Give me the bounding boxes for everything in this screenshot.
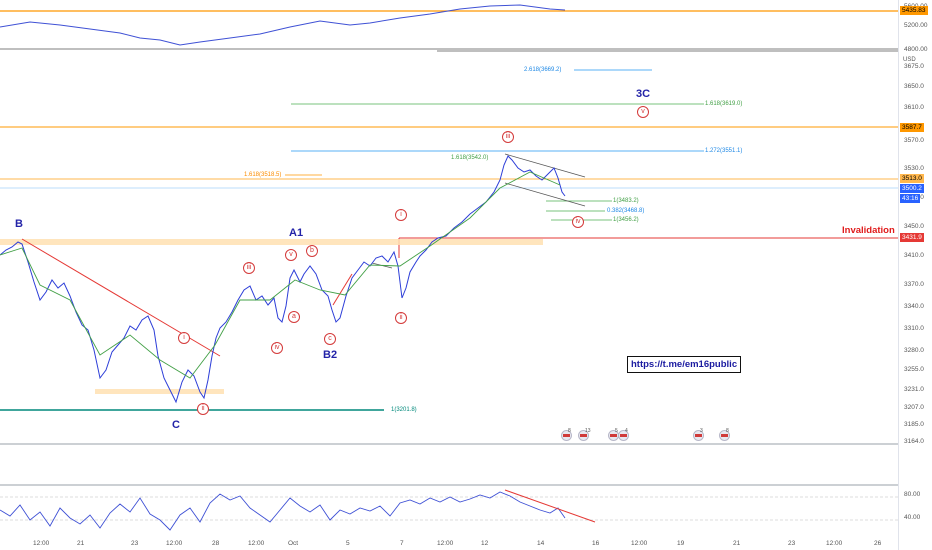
orange-zone-lower <box>95 389 224 394</box>
price-tick: 3255.0 <box>904 366 924 373</box>
time-tick: 16 <box>592 540 600 547</box>
time-tick: 23 <box>131 540 139 547</box>
price-tick: 3164.0 <box>904 438 924 445</box>
price-tick: 3207.0 <box>904 404 924 411</box>
wave-label-B2: B2 <box>323 349 338 361</box>
wave-label-3C: 3C <box>636 88 651 100</box>
event-marker-4[interactable] <box>618 430 629 441</box>
subwave-iv-left: iv <box>271 342 283 354</box>
rsi-line <box>0 491 566 531</box>
time-tick: 7 <box>400 540 404 547</box>
price-label-3587: 3587.7 <box>900 123 924 132</box>
time-tick: 14 <box>537 540 545 547</box>
price-tick: 3280.0 <box>904 347 924 354</box>
time-tick: 12:00 <box>437 540 454 547</box>
time-tick: 26 <box>874 540 882 547</box>
event-count-2: 13 <box>585 428 591 434</box>
time-tick: 12:00 <box>826 540 843 547</box>
wave-label-B: B <box>15 218 23 230</box>
rsi-tick: 80.00 <box>904 491 921 498</box>
rsi-trend-line <box>504 489 596 523</box>
event-count-6: 8 <box>726 428 729 434</box>
event-marker-6[interactable] <box>719 430 730 441</box>
fib-label-3456: 1(3456.2) <box>613 217 639 223</box>
time-tick: 21 <box>733 540 741 547</box>
event-marker-2[interactable] <box>578 430 589 441</box>
currency-label: USD <box>903 57 916 63</box>
price-chart[interactable] <box>0 0 898 550</box>
fib-label-1618-top: 1.618(3619.0) <box>705 101 743 107</box>
price-tick: 3410.0 <box>904 252 924 259</box>
time-tick: 21 <box>77 540 85 547</box>
countdown-label: 43:16 <box>900 194 921 203</box>
event-count-5: 3 <box>700 428 703 434</box>
fib-label-1272: 1.272(3551.1) <box>705 148 743 154</box>
price-label-top: 5435.83 <box>900 6 928 15</box>
top-pane-tick: 4800.00 <box>904 46 928 53</box>
subwave-c: c <box>324 333 336 345</box>
subwave-iii-left: iii <box>243 262 255 274</box>
rsi-tick: 40.00 <box>904 514 921 521</box>
price-tick: 3570.0 <box>904 137 924 144</box>
event-marker-1[interactable] <box>561 430 572 441</box>
moving-average <box>0 171 561 379</box>
price-tick: 3231.0 <box>904 386 924 393</box>
channel-lower <box>504 182 586 207</box>
event-count-3: 5 <box>615 428 618 434</box>
price-tick: 3185.0 <box>904 421 924 428</box>
price-tick: 3340.0 <box>904 303 924 310</box>
telegram-link[interactable]: https://t.me/em16public <box>627 356 742 373</box>
fib-label-1618-mid: 1.618(3542.0) <box>451 155 489 161</box>
chart-area[interactable]: B C A1 B2 3C i ii iii iv v a b c i ii ii… <box>0 0 898 550</box>
subwave-ii-left: ii <box>197 403 209 415</box>
price-line <box>0 155 566 404</box>
subwave-i-left: i <box>178 332 190 344</box>
fib-label-3483: 1(3483.2) <box>613 198 639 204</box>
fib-label-3201: 1(3201.8) <box>391 407 417 413</box>
price-tick: 3610.0 <box>904 104 924 111</box>
time-tick: 12:00 <box>33 540 50 547</box>
subwave-iv-right: iv <box>572 216 584 228</box>
top-pane-tick: 5200.00 <box>904 22 928 29</box>
event-count-4: 4 <box>625 428 628 434</box>
fib-label-2618: 2.618(3669.2) <box>524 67 562 73</box>
time-tick: 28 <box>212 540 220 547</box>
last-price-label: 3500.2 <box>900 184 924 193</box>
wave-label-C: C <box>172 419 180 431</box>
price-tick: 3650.0 <box>904 83 924 90</box>
time-tick: 23 <box>788 540 796 547</box>
subwave-b: b <box>306 245 318 257</box>
price-tick: 3675.0 <box>904 63 924 70</box>
subwave-i-mid: i <box>395 209 407 221</box>
fib-label-0382: 0.382(3468.8) <box>607 208 645 214</box>
price-tick: 3450.0 <box>904 223 924 230</box>
invalidation-label: Invalidation <box>842 225 895 236</box>
subwave-ii-mid: ii <box>395 312 407 324</box>
downtrend-line <box>21 238 221 357</box>
subwave-v-right: v <box>637 106 649 118</box>
orange-zone-upper <box>0 239 543 245</box>
wave-label-A1: A1 <box>289 227 304 239</box>
subwave-iii-top: iii <box>502 131 514 143</box>
time-tick: 12:00 <box>166 540 183 547</box>
event-marker-5[interactable] <box>693 430 704 441</box>
price-scale[interactable]: 5600.005200.004800.003675.03650.03610.03… <box>898 0 932 550</box>
time-tick: Oct <box>288 540 299 547</box>
price-tick: 3530.0 <box>904 165 924 172</box>
subwave-v-left: v <box>285 249 297 261</box>
event-count-1: 8 <box>568 428 571 434</box>
subwave-a: a <box>288 311 300 323</box>
top-pane-curve <box>0 4 566 46</box>
time-tick: 5 <box>346 540 350 547</box>
time-tick: 12:00 <box>248 540 265 547</box>
time-tick: 12:00 <box>631 540 648 547</box>
fib-label-1618-orange: 1.618(3518.5) <box>244 172 282 178</box>
time-tick: 19 <box>677 540 685 547</box>
invalidation-price-label: 3431.9 <box>900 233 924 242</box>
price-tick: 3370.0 <box>904 281 924 288</box>
channel-upper <box>504 153 586 178</box>
price-tick: 3310.0 <box>904 325 924 332</box>
time-tick: 12 <box>481 540 489 547</box>
price-label-3513: 3513.0 <box>900 174 924 183</box>
